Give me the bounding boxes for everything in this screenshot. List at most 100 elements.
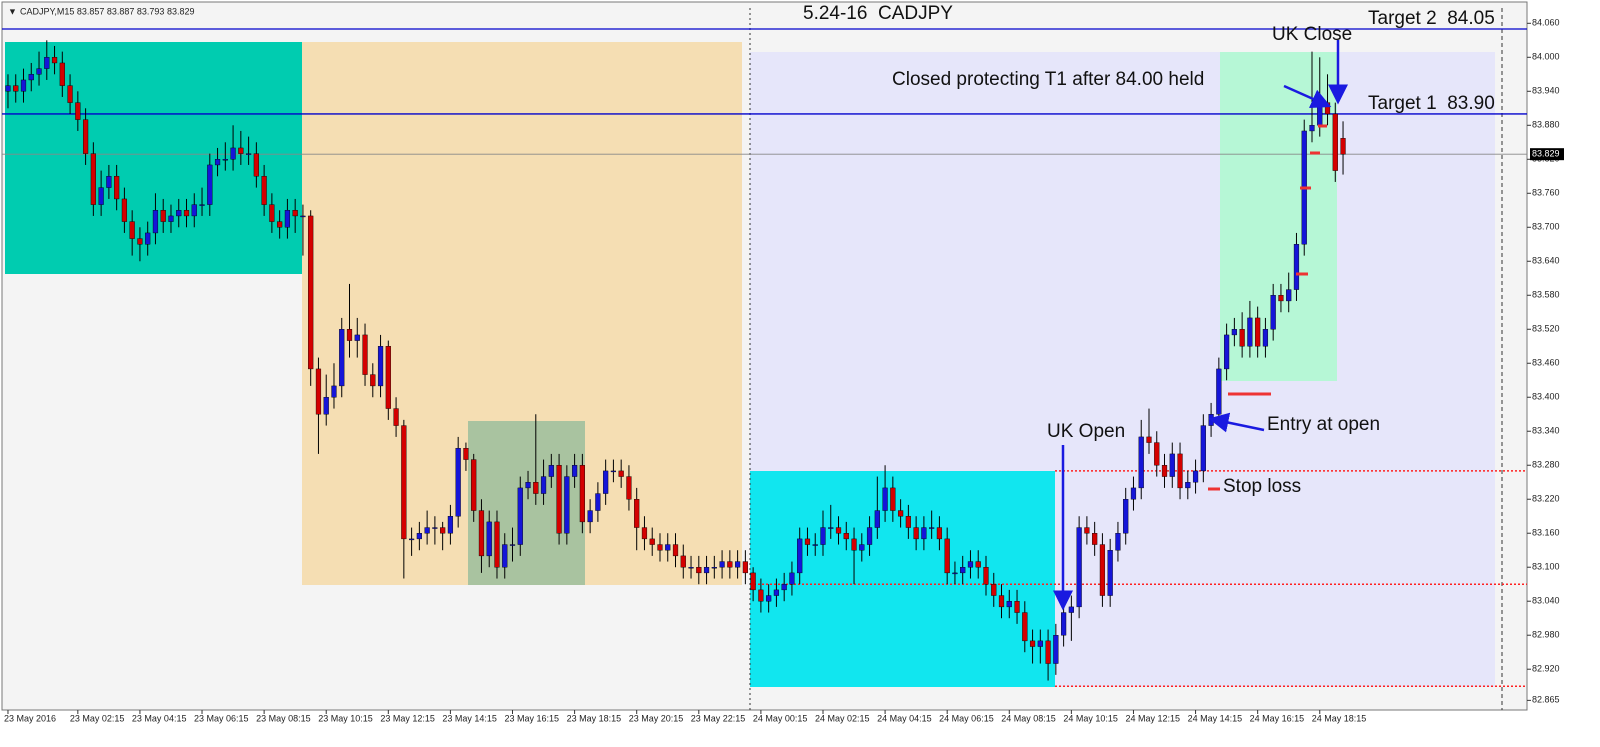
candle-body xyxy=(1138,436,1144,489)
x-tick-label: 24 May 12:15 xyxy=(1125,713,1180,723)
candle-body xyxy=(183,210,190,217)
annotation: Closed protecting T1 after 84.00 held xyxy=(892,69,1204,90)
candle-body xyxy=(672,544,679,557)
candle-body xyxy=(1099,544,1106,596)
candle-body xyxy=(447,516,454,534)
y-tick-label: 83.580 xyxy=(1532,290,1560,300)
candle-body xyxy=(463,448,469,460)
candle-body xyxy=(191,204,197,217)
x-tick-label: 24 May 06:15 xyxy=(939,713,994,723)
candle-body xyxy=(1317,102,1323,126)
candle-body xyxy=(797,538,803,574)
level-label: Target 2 84.05 xyxy=(1368,8,1495,29)
candle-body xyxy=(1092,533,1098,545)
candle-body xyxy=(603,470,609,494)
candle-body xyxy=(1084,527,1090,534)
candle-body xyxy=(766,595,772,602)
x-tick-label: 23 May 10:15 xyxy=(318,713,373,723)
candle-body xyxy=(626,476,632,500)
candle-body xyxy=(688,567,694,569)
candle-body xyxy=(284,210,291,228)
candle-body xyxy=(525,482,531,489)
candle-body xyxy=(1231,329,1237,336)
candle-body xyxy=(1309,125,1315,132)
candle-body xyxy=(385,346,391,409)
candle-body xyxy=(734,561,741,568)
candle-body xyxy=(719,561,725,568)
x-tick-label: 24 May 18:15 xyxy=(1312,713,1367,723)
candle-body xyxy=(835,527,842,534)
candle-body xyxy=(432,527,438,529)
candle-body xyxy=(874,510,880,528)
candle-body xyxy=(882,487,888,511)
candle-body xyxy=(571,465,578,477)
candle-body xyxy=(758,589,764,602)
candle-body xyxy=(983,567,989,585)
candle-body xyxy=(921,527,927,540)
candle-body xyxy=(176,210,182,217)
candle-body xyxy=(564,476,570,534)
candle-body xyxy=(843,533,849,540)
candle-body xyxy=(975,561,981,568)
candle-body xyxy=(90,153,96,205)
candle-body xyxy=(1123,499,1129,534)
candle-body xyxy=(300,215,306,218)
candle-body xyxy=(991,584,997,596)
candle-body xyxy=(781,584,787,591)
candle-body xyxy=(929,527,935,529)
candle-body xyxy=(315,368,322,415)
candle-body xyxy=(1239,329,1245,347)
x-tick-label: 24 May 14:15 xyxy=(1188,713,1243,723)
candle-body xyxy=(1262,329,1269,347)
y-tick-label: 84.060 xyxy=(1532,18,1560,28)
candle-body xyxy=(75,102,81,120)
level-label: Target 1 83.90 xyxy=(1368,93,1495,114)
candle-body xyxy=(1293,244,1300,290)
y-tick-label: 83.460 xyxy=(1532,358,1560,368)
candle-body xyxy=(587,510,593,523)
candle-body xyxy=(245,153,252,155)
candle-body xyxy=(680,555,686,568)
y-tick-label: 83.220 xyxy=(1532,494,1560,504)
candle-body xyxy=(401,425,407,540)
last-price-box xyxy=(1530,148,1564,161)
candle-body xyxy=(277,221,283,228)
candle-body xyxy=(114,176,120,200)
candle-body xyxy=(152,210,159,234)
candle-body xyxy=(230,147,236,160)
y-tick-label: 82.865 xyxy=(1532,695,1560,705)
candle-body xyxy=(1216,368,1222,415)
candle-body xyxy=(362,334,368,375)
candle-body xyxy=(1177,453,1183,489)
candle-body xyxy=(346,329,353,341)
menu-arrow[interactable]: ▼ xyxy=(8,6,17,16)
x-tick-label: 23 May 02:15 xyxy=(70,713,125,723)
x-tick-label: 23 May 04:15 xyxy=(132,713,187,723)
candle-body xyxy=(820,527,826,545)
x-tick-label: 24 May 10:15 xyxy=(1063,713,1118,723)
candle-body xyxy=(898,510,904,517)
candle-body xyxy=(207,164,213,205)
candle-body xyxy=(727,561,733,568)
candle-body xyxy=(952,572,958,575)
candle-body xyxy=(253,153,259,177)
chart-title: 5.24-16 CADJPY xyxy=(803,3,953,24)
candle-body xyxy=(517,487,523,545)
candle-body xyxy=(1022,612,1028,642)
candle-body xyxy=(455,448,461,517)
candle-body xyxy=(377,346,384,387)
candle-body xyxy=(13,85,19,92)
candle-body xyxy=(486,521,492,557)
candle-body xyxy=(1029,640,1036,647)
symbol-header: CADJPY,M15 83.857 83.887 83.793 83.829 xyxy=(20,6,194,16)
candle-body xyxy=(261,176,267,205)
annotation: Entry at open xyxy=(1267,414,1380,435)
candle-body xyxy=(634,499,640,528)
candle-body xyxy=(967,561,974,568)
candle-body xyxy=(804,538,811,545)
candle-body xyxy=(851,538,857,551)
candle-body xyxy=(703,567,710,574)
candle-body xyxy=(618,470,624,477)
y-tick-label: 82.980 xyxy=(1532,630,1560,640)
candle-body xyxy=(98,187,104,205)
